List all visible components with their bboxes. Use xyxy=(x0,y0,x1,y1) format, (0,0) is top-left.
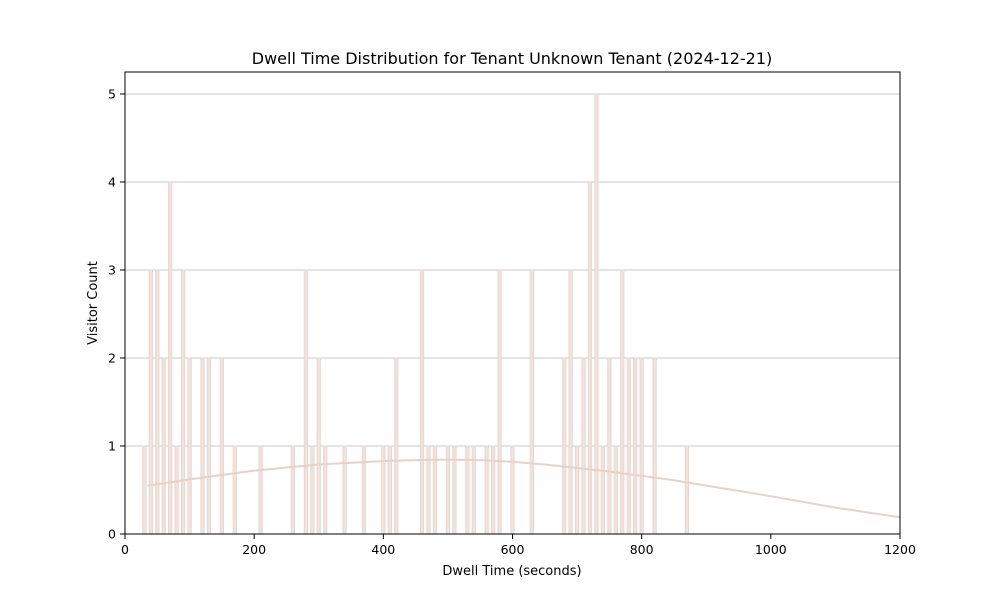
histogram-bar xyxy=(562,357,567,535)
histogram-bar xyxy=(652,357,657,535)
histogram-bar xyxy=(200,357,205,535)
histogram-bar xyxy=(568,269,573,535)
histogram-bar xyxy=(587,181,593,535)
histogram-bar xyxy=(155,269,160,535)
x-axis-label: Dwell Time (seconds) xyxy=(442,564,581,579)
histogram-bar xyxy=(491,445,496,535)
density-curve xyxy=(147,458,901,519)
histogram-bar xyxy=(581,357,586,535)
histogram-bar xyxy=(594,93,599,535)
histogram-bar xyxy=(387,445,392,535)
histogram-bar xyxy=(684,445,689,535)
histogram-bars xyxy=(142,93,689,535)
histogram-bar xyxy=(187,357,192,535)
histogram-bar xyxy=(258,445,263,535)
histogram-bar xyxy=(613,445,618,535)
y-tick-label: 1 xyxy=(108,439,116,454)
grid-lines xyxy=(125,93,900,447)
y-tick-label: 3 xyxy=(108,263,116,278)
y-tick-label: 0 xyxy=(108,527,116,542)
histogram-bar xyxy=(381,445,386,535)
x-tick-label: 200 xyxy=(242,542,266,557)
histogram-bar xyxy=(303,269,308,535)
histogram-bar xyxy=(639,357,644,535)
histogram-bar xyxy=(497,269,502,535)
x-tick-label: 800 xyxy=(630,542,654,557)
x-tick-label: 600 xyxy=(501,542,525,557)
histogram-bar xyxy=(316,357,321,535)
histogram-bar xyxy=(290,445,296,535)
x-tick-label: 0 xyxy=(121,542,129,557)
histogram-bar xyxy=(626,357,631,535)
x-tick-label: 1000 xyxy=(755,542,787,557)
density-curve-layer xyxy=(147,458,901,519)
histogram-bar xyxy=(323,445,328,535)
histogram-bar xyxy=(161,357,166,535)
histogram-bar xyxy=(620,269,625,535)
histogram-bar xyxy=(600,445,606,535)
histogram-bar xyxy=(394,357,399,535)
histogram-bar xyxy=(574,445,580,535)
y-tick-label: 4 xyxy=(108,175,116,190)
histogram-bar xyxy=(419,269,425,535)
histogram-bar xyxy=(181,269,186,535)
histogram-bar xyxy=(219,357,224,535)
histogram-bar xyxy=(174,445,179,535)
histogram-bar xyxy=(206,357,212,535)
histogram-bar xyxy=(529,269,534,535)
x-axis-ticks: 0 200 400 600 800 1000 1200 xyxy=(121,534,916,557)
histogram-bar xyxy=(361,445,367,535)
histogram-bar xyxy=(142,445,147,535)
histogram-bar xyxy=(607,357,612,535)
chart-title: Dwell Time Distribution for Tenant Unkno… xyxy=(252,49,773,68)
histogram-bar xyxy=(310,445,315,535)
histogram-bar xyxy=(342,445,347,535)
y-axis-label: Visitor Count xyxy=(86,261,101,345)
histogram-bar xyxy=(510,445,515,535)
histogram-bar xyxy=(232,445,237,535)
histogram-bar xyxy=(484,445,489,535)
y-tick-label: 5 xyxy=(108,87,116,102)
x-tick-label: 1200 xyxy=(884,542,916,557)
histogram-bar xyxy=(633,357,638,535)
x-tick-label: 400 xyxy=(371,542,395,557)
histogram-bar xyxy=(148,269,153,535)
y-tick-label: 2 xyxy=(108,351,116,366)
y-axis-ticks: 0 1 2 3 4 5 xyxy=(108,87,125,542)
